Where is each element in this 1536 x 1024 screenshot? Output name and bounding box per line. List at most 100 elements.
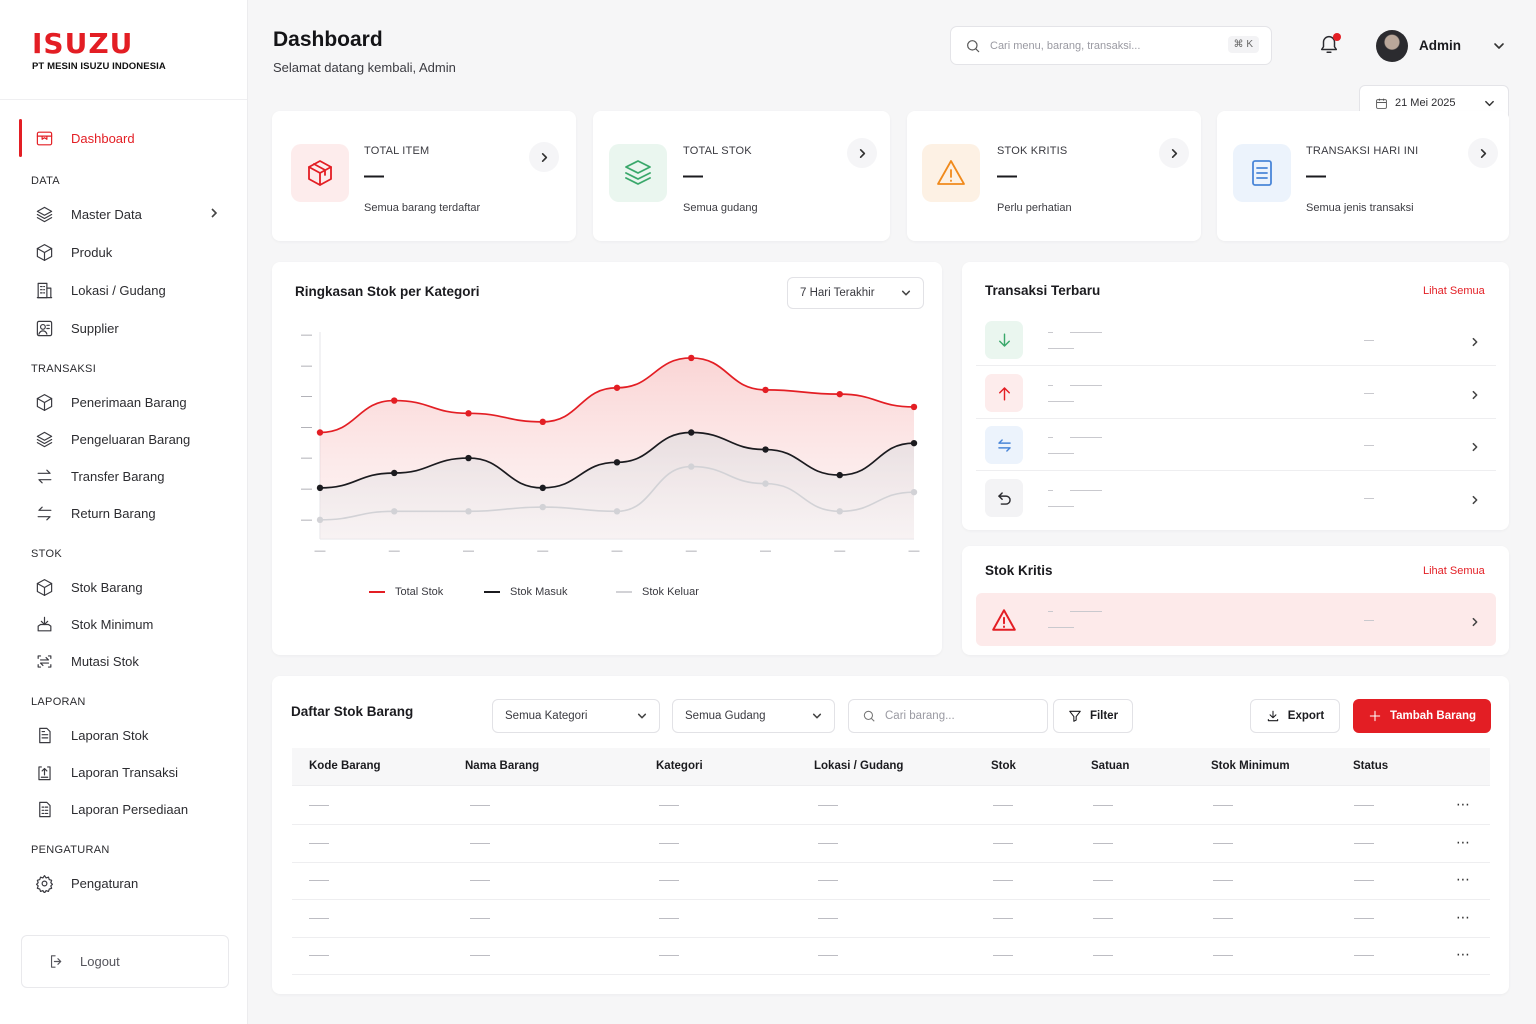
- data-point: [539, 418, 546, 426]
- stat-detail-button[interactable]: [1468, 138, 1498, 168]
- transaction-row[interactable]: [976, 367, 1496, 419]
- sidebar-item-penerimaan[interactable]: Penerimaan Barang: [20, 384, 232, 420]
- y-tick-label: —: [301, 452, 312, 464]
- sidebar-item-return[interactable]: Return Barang: [20, 495, 232, 531]
- add-item-button[interactable]: Tambah Barang: [1353, 699, 1491, 733]
- column-header[interactable]: Lokasi / Gudang: [814, 760, 904, 772]
- transactions-see-all-link[interactable]: Lihat Semua: [1423, 285, 1485, 297]
- filter-button[interactable]: Filter: [1053, 699, 1133, 733]
- sidebar-item-dashboard[interactable]: Dashboard: [20, 120, 232, 156]
- table-row[interactable]: ⋯: [292, 787, 1490, 825]
- sidebar-item-pengaturan[interactable]: Pengaturan: [20, 865, 232, 901]
- table-row[interactable]: ⋯: [292, 937, 1490, 976]
- row-actions-icon[interactable]: ⋯: [1456, 946, 1471, 963]
- sidebar-item-stok-barang[interactable]: Stok Barang: [20, 569, 232, 605]
- avatar[interactable]: [1376, 30, 1408, 62]
- table-row[interactable]: ⋯: [292, 862, 1490, 901]
- column-header[interactable]: Kategori: [656, 760, 703, 772]
- chevron-right-icon: [1470, 492, 1480, 505]
- sidebar-item-label: Return Barang: [71, 505, 156, 521]
- data-point: [316, 484, 324, 492]
- user-name[interactable]: Admin: [1419, 38, 1461, 53]
- stat-card-stok-kritis[interactable]: STOK KRITIS — Perlu perhatian: [907, 111, 1201, 241]
- stat-label: TOTAL ITEM: [364, 145, 430, 157]
- global-search[interactable]: ⌘ K: [950, 26, 1272, 65]
- stat-detail-button[interactable]: [1159, 138, 1189, 168]
- column-header[interactable]: Stok Minimum: [1211, 760, 1290, 772]
- column-header[interactable]: Satuan: [1091, 760, 1130, 772]
- stat-card-total-item[interactable]: TOTAL ITEM — Semua barang terdaftar: [272, 111, 576, 241]
- logout-label: Logout: [80, 954, 120, 969]
- chevron-right-icon: [211, 208, 218, 218]
- legend-stok-keluar: Stok Keluar: [616, 586, 699, 598]
- range-select[interactable]: 7 Hari Terakhir: [787, 277, 924, 309]
- warehouse-select[interactable]: Semua Gudang: [672, 699, 835, 733]
- sidebar-item-produk[interactable]: Produk: [20, 234, 232, 270]
- x-tick-label: —: [834, 545, 845, 557]
- table-cell: [993, 917, 1013, 919]
- chevron-down-icon[interactable]: [1493, 40, 1505, 52]
- sidebar-item-master-data[interactable]: Master Data: [20, 196, 232, 232]
- column-header[interactable]: Stok: [991, 760, 1016, 772]
- sidebar-item-laporan-transaksi[interactable]: Laporan Transaksi: [20, 754, 232, 790]
- y-tick-label: —: [301, 360, 312, 372]
- table-search[interactable]: [848, 699, 1048, 733]
- stat-detail-button[interactable]: [529, 142, 559, 172]
- legend-total-stok: Total Stok: [369, 586, 443, 598]
- sidebar-item-transfer[interactable]: Transfer Barang: [20, 458, 232, 494]
- filter-label: Filter: [1089, 710, 1119, 722]
- stat-desc: Perlu perhatian: [997, 202, 1072, 214]
- sidebar-item-label: Transfer Barang: [71, 468, 165, 484]
- isuzu-logo[interactable]: ISUZU: [32, 27, 134, 60]
- transaction-row[interactable]: [976, 472, 1496, 524]
- data-point: [762, 446, 769, 453]
- chevron-right-icon: [859, 148, 865, 158]
- table-cell: [1213, 955, 1233, 957]
- sidebar-item-lokasi[interactable]: Lokasi / Gudang: [20, 272, 232, 308]
- document-icon: [1233, 144, 1291, 202]
- cube-icon: [34, 577, 54, 597]
- table-row[interactable]: ⋯: [292, 825, 1490, 863]
- table-search-input[interactable]: [885, 710, 1035, 722]
- data-point: [465, 508, 472, 515]
- stat-detail-button[interactable]: [847, 138, 877, 168]
- column-header[interactable]: Nama Barang: [465, 760, 540, 772]
- sidebar-item-laporan-persediaan[interactable]: Laporan Persediaan: [20, 791, 232, 827]
- sidebar-item-supplier[interactable]: Supplier: [20, 310, 232, 346]
- column-header[interactable]: Kode Barang: [309, 760, 381, 772]
- data-point: [836, 508, 843, 515]
- critical-row[interactable]: [976, 593, 1496, 646]
- sidebar-item-pengeluaran[interactable]: Pengeluaran Barang: [20, 421, 232, 457]
- sidebar-item-stok-minimum[interactable]: Stok Minimum: [20, 606, 232, 642]
- x-tick-label: —: [315, 545, 326, 557]
- row-actions-icon[interactable]: ⋯: [1456, 796, 1471, 812]
- table-row[interactable]: ⋯: [292, 900, 1490, 938]
- table-cell: [309, 880, 329, 882]
- row-actions-icon[interactable]: ⋯: [1456, 833, 1471, 850]
- stat-card-total-stok[interactable]: TOTAL STOK — Semua gudang: [593, 111, 890, 241]
- transaction-row[interactable]: [976, 314, 1496, 366]
- transaction-value: [1364, 498, 1374, 499]
- table-cell: [1213, 842, 1233, 844]
- logout-button[interactable]: Logout: [21, 935, 229, 988]
- column-header[interactable]: Status: [1353, 760, 1389, 772]
- row-actions-icon[interactable]: ⋯: [1456, 871, 1471, 888]
- table-cell: [818, 842, 838, 844]
- sidebar-item-mutasi[interactable]: Mutasi Stok: [20, 643, 232, 679]
- search-input[interactable]: [990, 39, 1210, 52]
- export-button[interactable]: Export: [1250, 699, 1340, 733]
- table-cell: [1354, 880, 1374, 882]
- row-actions-icon[interactable]: ⋯: [1456, 908, 1471, 925]
- data-point: [539, 503, 546, 511]
- category-select[interactable]: Semua Kategori: [492, 699, 660, 733]
- data-point: [539, 484, 546, 492]
- transaction-row[interactable]: [976, 419, 1496, 471]
- x-tick-label: —: [760, 545, 771, 557]
- x-tick-label: —: [686, 545, 697, 557]
- section-laporan: LAPORAN: [31, 696, 86, 708]
- sidebar-item-laporan-stok[interactable]: Laporan Stok: [20, 717, 232, 753]
- notification-button[interactable]: [1318, 33, 1342, 57]
- stat-card-transaksi[interactable]: TRANSAKSI HARI INI — Semua jenis transak…: [1217, 111, 1509, 241]
- stat-desc: Semua gudang: [683, 202, 758, 214]
- critical-see-all-link[interactable]: Lihat Semua: [1423, 565, 1485, 577]
